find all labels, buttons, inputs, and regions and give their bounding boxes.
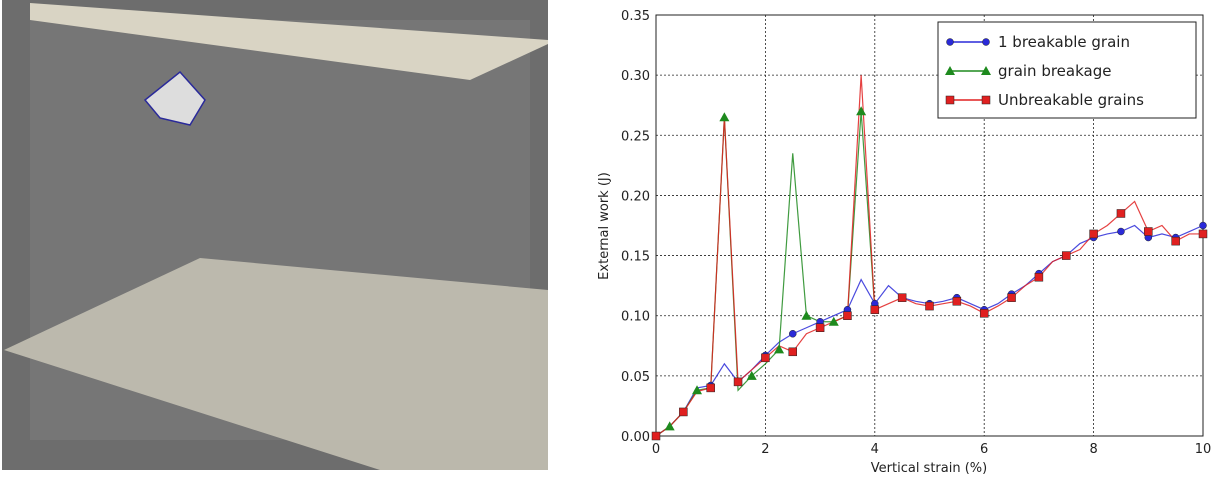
marker [733,377,743,387]
marker [801,310,812,320]
marker [788,347,797,357]
marker [774,344,785,354]
marker [982,38,990,46]
marker [1199,221,1207,230]
y-tick-label: 0.30 [621,69,650,84]
breakable-grain [143,70,206,126]
simulation-render [2,0,548,470]
marker [856,106,867,116]
marker [1089,229,1098,239]
marker [706,383,715,393]
y-tick-label: 0.05 [621,370,650,385]
marker [1062,251,1071,260]
x-tick-label: 0 [652,442,660,457]
y-tick-label: 0.15 [621,250,650,265]
marker [789,330,797,338]
marker [843,311,852,320]
y-tick-label: 0.35 [621,9,650,24]
series-line [655,224,1204,437]
marker [719,112,730,122]
marker [1117,227,1125,236]
y-tick-label: 0.20 [621,189,650,204]
legend-label: 1 breakable grain [998,33,1130,51]
marker [870,305,880,314]
marker [828,316,839,326]
marker [945,66,955,75]
marker [979,309,989,318]
x-tick-label: 10 [1195,442,1212,457]
marker [952,297,962,306]
marker [1116,209,1126,218]
marker [1198,229,1208,239]
y-axis-label: External work (J) [597,172,612,280]
marker [651,431,661,441]
x-tick-label: 2 [761,442,769,457]
marker [746,370,757,380]
marker [1007,293,1016,302]
marker [679,407,688,417]
x-axis-label: Vertical strain (%) [871,461,987,476]
x-tick-label: 4 [871,442,879,457]
marker [981,95,991,105]
marker [981,66,991,75]
marker [897,293,907,302]
marker [761,353,770,363]
legend-label: Unbreakable grains [998,91,1144,109]
x-tick-label: 8 [1089,442,1097,457]
x-tick-label: 6 [980,442,988,457]
marker [1144,227,1153,236]
marker [925,301,934,311]
marker [664,421,675,431]
marker [692,385,703,395]
y-tick-label: 0.25 [621,129,650,144]
bottom-plate [4,258,548,470]
marker [946,38,954,46]
marker [945,95,955,105]
top-plate [30,3,548,80]
marker [815,323,825,332]
y-tick-label: 0.00 [621,430,650,445]
legend-label: grain breakage [998,62,1111,80]
marker [1034,272,1044,282]
y-tick-label: 0.10 [621,310,650,325]
marker [1171,236,1180,246]
legend-box [937,21,1197,119]
